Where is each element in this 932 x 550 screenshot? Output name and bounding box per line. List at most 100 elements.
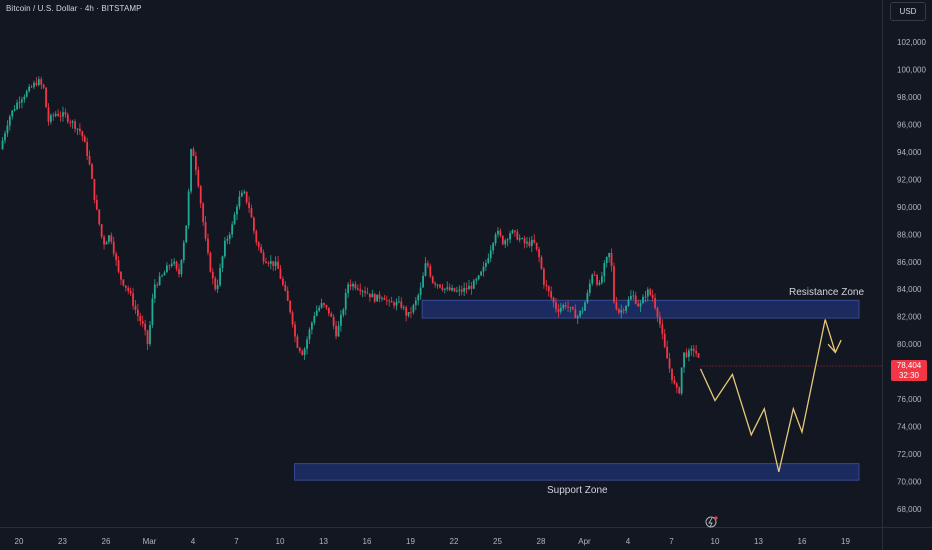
candle-down [83,136,86,143]
candle-up [37,79,40,85]
candle-down [335,325,337,337]
x-tick-label: 13 [319,537,328,546]
candle-down [103,236,105,245]
candle-down [533,239,536,243]
candle-down [209,252,212,272]
candle-up [166,265,168,273]
projection-path [699,319,836,473]
y-tick-label: 90,000 [897,203,922,212]
candle-down [66,114,69,122]
candle-up [417,295,420,301]
candle-up [185,225,188,243]
candle-down [523,238,526,244]
candle-up [25,91,28,97]
candle-down [673,379,676,384]
candle-up [412,305,415,313]
candle-down [81,131,84,137]
candle-down [265,261,267,263]
y-tick-label: 92,000 [897,175,922,184]
candle-up [422,275,424,288]
currency-button[interactable]: USD [890,2,926,21]
candle-up [472,280,475,289]
candle-down [622,310,625,312]
candle-down [298,347,301,352]
candle-up [243,191,246,193]
candle-up [226,239,229,241]
candle-down [692,348,695,351]
candle-up [601,276,603,283]
candle-down [354,284,357,288]
candle-up [451,287,453,291]
candle-down [64,112,67,115]
candle-down [195,156,197,170]
candle-down [567,306,569,308]
candle-down [279,268,282,279]
candle-up [456,290,458,292]
candle-down [557,309,560,312]
x-tick-label: 10 [276,537,285,546]
y-tick-label: 96,000 [897,120,922,129]
candle-up [347,284,350,293]
candle-down [637,303,640,307]
x-tick-label: 4 [626,537,631,546]
candle-down [364,290,366,293]
candle-down [615,302,618,310]
candle-down [535,242,538,250]
candle-up [468,285,470,290]
candle-down [250,207,253,218]
y-tick-label: 68,000 [897,505,922,514]
candle-down [666,346,669,359]
candle-down [277,261,279,269]
candle-up [306,339,308,349]
x-tick-label: 10 [711,537,720,546]
candle-up [342,309,345,315]
candle-up [497,230,499,235]
candle-up [487,258,490,263]
candle-up [269,261,272,264]
candle-up [149,325,151,344]
x-tick-label: 4 [191,537,196,546]
candle-down [359,289,362,292]
x-tick-label: 20 [15,537,24,546]
candle-down [86,142,89,156]
y-tick-label: 102,000 [897,38,926,47]
candle-down [654,297,656,308]
candle-up [21,99,23,103]
candle-up [489,250,492,259]
candle-up [163,272,166,276]
candle-up [340,314,342,326]
candle-down [134,305,137,310]
candle-down [30,86,33,88]
x-tick-label: 7 [234,537,239,546]
x-tick-label: 19 [406,537,415,546]
candle-up [233,214,236,225]
candle-down [538,249,540,258]
candle-up [1,140,4,150]
candle-up [308,329,311,340]
lightning-icon [705,516,718,528]
candle-up [518,238,521,240]
candle-down [400,301,403,308]
candle-down [129,290,132,294]
candle-down [323,302,325,305]
candle-up [586,292,589,303]
candle-down [501,235,504,245]
candle-down [613,266,615,303]
candle-up [161,275,163,277]
candle-up [605,257,608,264]
zones [294,299,860,481]
y-tick-label: 82,000 [897,313,922,322]
support-zone [294,463,860,481]
candle-down [327,307,330,314]
candle-down [617,309,620,313]
candle-down [137,309,139,316]
candle-up [477,275,480,280]
candle-up [54,113,57,116]
candle-down [596,275,598,285]
candle-up [320,302,323,308]
candle-down [286,290,289,301]
candle-up [630,295,632,300]
candle-down [204,221,207,239]
candle-up [680,367,683,394]
